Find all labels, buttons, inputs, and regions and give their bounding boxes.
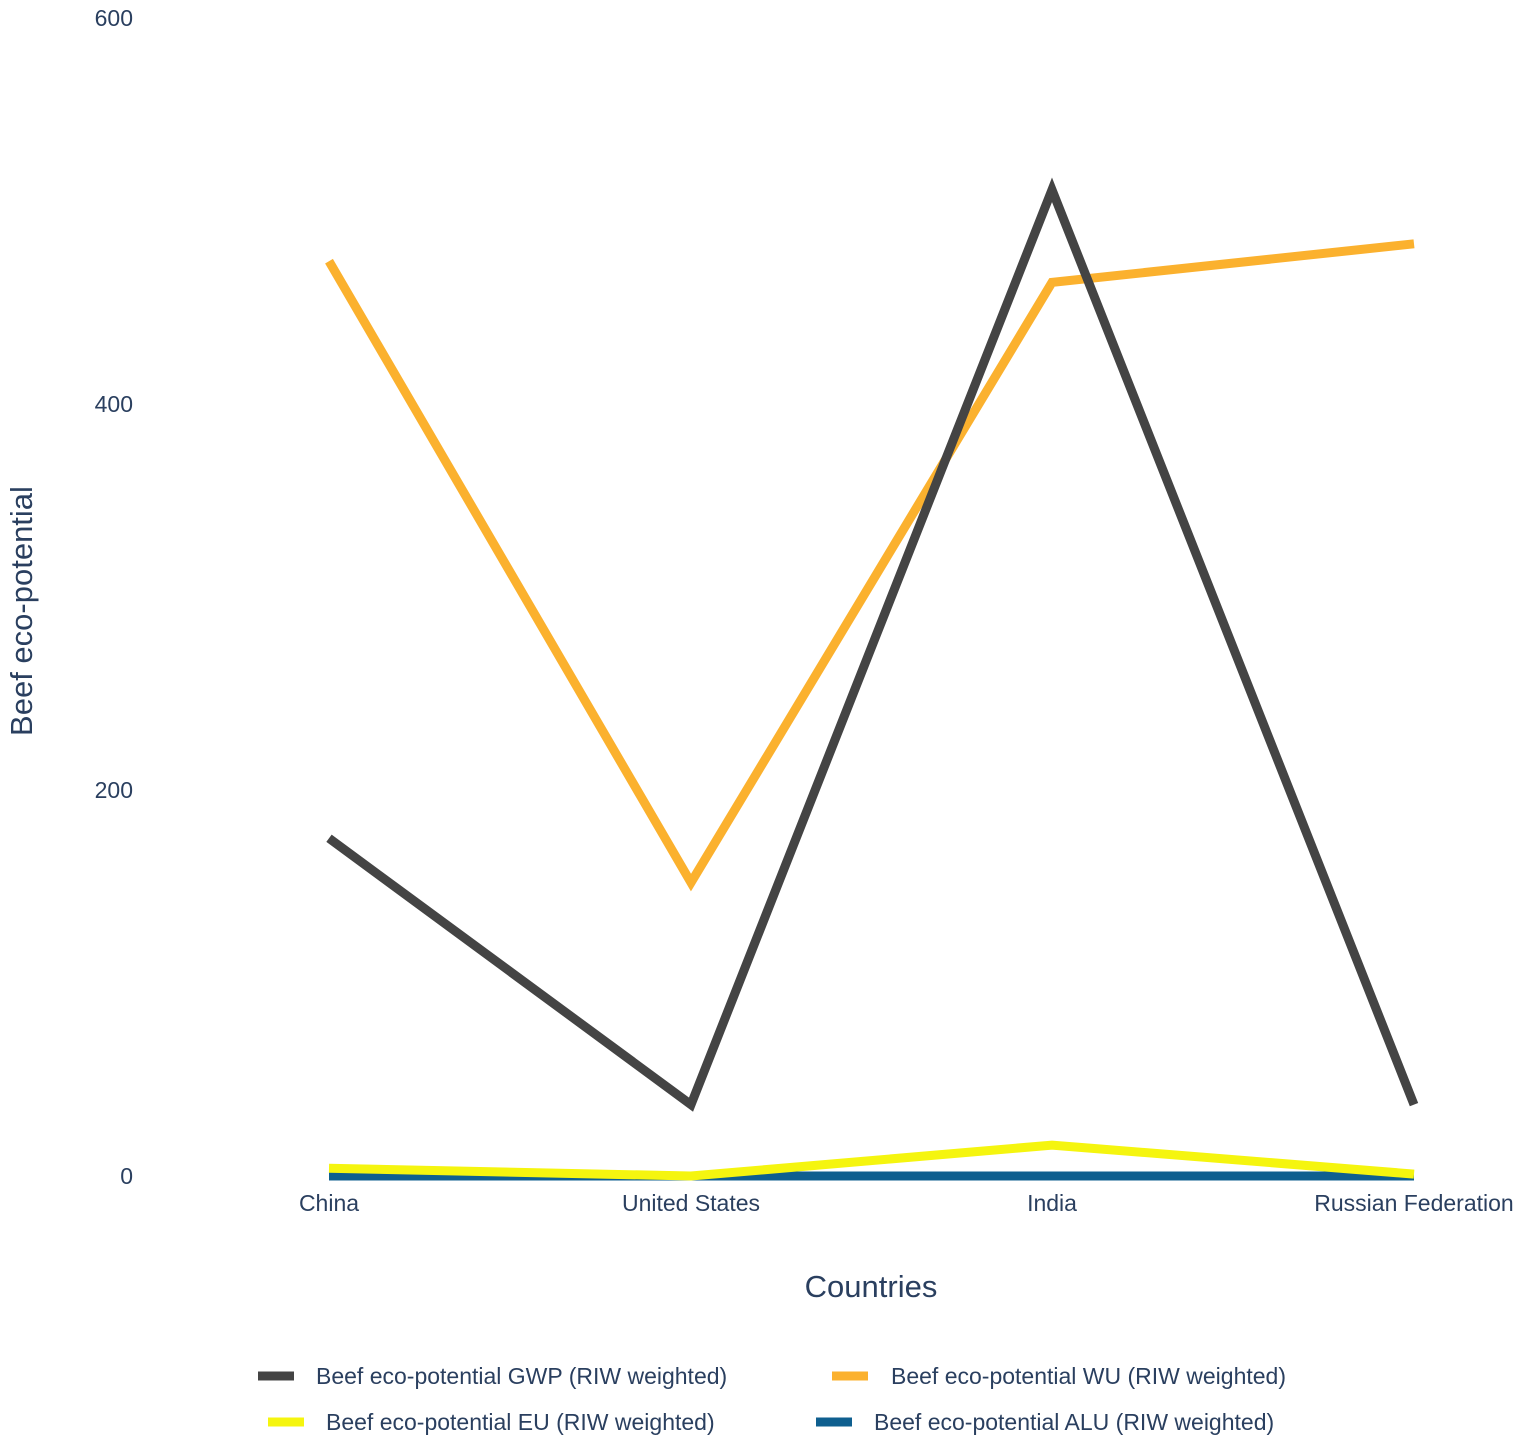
y-tick-label: 200 (95, 777, 133, 803)
x-tick-label: China (299, 1190, 359, 1216)
legend-item: Beef eco-potential ALU (RIW weighted) (816, 1409, 1274, 1435)
series-line (326, 177, 1419, 1112)
x-tick-label: United States (622, 1190, 760, 1216)
legend-label: Beef eco-potential ALU (RIW weighted) (874, 1409, 1274, 1435)
legend-item: Beef eco-potential WU (RIW weighted) (832, 1363, 1286, 1389)
series-line (328, 1140, 1415, 1181)
x-tick-label: India (1027, 1190, 1077, 1216)
series-line (325, 239, 1415, 892)
y-tick-label: 0 (120, 1163, 133, 1189)
legend-item: Beef eco-potential GWP (RIW weighted) (258, 1363, 727, 1389)
x-tick-label: Russian Federation (1314, 1190, 1513, 1216)
legend-item: Beef eco-potential EU (RIW weighted) (268, 1409, 715, 1435)
x-axis-ticks: China United States India Russian Federatio… (299, 1190, 1514, 1216)
y-tick-label: 600 (95, 5, 133, 31)
legend-label: Beef eco-potential WU (RIW weighted) (891, 1363, 1286, 1389)
y-axis-ticks: 0 200 400 600 (95, 5, 133, 1189)
y-axis-title: Beef eco-potential (4, 486, 39, 736)
legend-label: Beef eco-potential EU (RIW weighted) (326, 1409, 715, 1435)
y-tick-label: 400 (95, 391, 133, 417)
legend-label: Beef eco-potential GWP (RIW weighted) (316, 1363, 727, 1389)
x-axis-title: Countries (805, 1269, 938, 1304)
series-lines (325, 177, 1419, 1181)
legend: Beef eco-potential GWP (RIW weighted) Bee… (258, 1363, 1286, 1435)
